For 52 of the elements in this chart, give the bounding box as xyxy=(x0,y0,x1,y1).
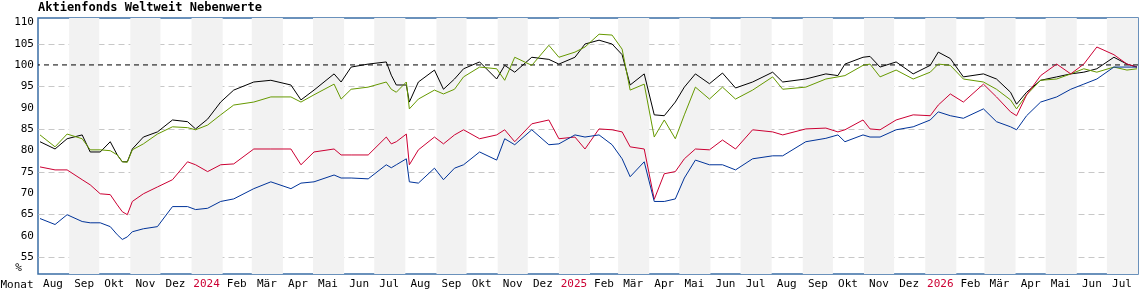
x-tick-label: Dez xyxy=(899,277,920,290)
x-tick-label: Aug xyxy=(410,277,431,290)
x-tick-label: Nov xyxy=(869,277,890,290)
x-tick-label: Jul xyxy=(379,277,400,290)
x-tick-label: Mär xyxy=(623,277,644,290)
y-axis-title: % xyxy=(15,260,23,274)
x-tick-label: Apr xyxy=(288,277,309,290)
x-tick-label: Mär xyxy=(256,277,278,290)
x-tick-label: Mär xyxy=(989,277,1010,290)
x-tick-label: Aug xyxy=(43,277,63,290)
x-tick-label: Sep xyxy=(441,277,462,290)
x-tick-label: Jun xyxy=(349,277,370,290)
x-tick-label: Apr xyxy=(1020,277,1041,290)
x-tick-label: Dez xyxy=(165,277,186,290)
x-tick-label: Apr xyxy=(654,277,675,290)
x-tick-label: Aug xyxy=(776,277,797,290)
y-tick-label: 65 xyxy=(20,207,34,221)
y-tick-label: 95 xyxy=(20,79,34,93)
y-tick-label: 70 xyxy=(20,185,34,199)
x-tick-label: Okt xyxy=(838,277,858,290)
x-tick-label: Nov xyxy=(135,277,156,290)
y-tick-label: 105 xyxy=(14,36,34,50)
x-tick-label: 2026 xyxy=(927,277,954,290)
x-tick-label: Mai xyxy=(318,277,338,290)
x-tick-label: Feb xyxy=(960,277,981,290)
x-tick-label: Mai xyxy=(684,277,705,290)
y-tick-label: 75 xyxy=(20,164,34,178)
x-tick-label: 2024 xyxy=(193,277,221,290)
y-tick-label: 110 xyxy=(14,15,34,29)
y-tick-label: 60 xyxy=(20,228,34,242)
x-tick-label: Okt xyxy=(471,277,492,290)
x-tick-label: Feb xyxy=(226,277,247,290)
x-tick-label: Mai xyxy=(1050,277,1071,290)
x-tick-label: Sep xyxy=(807,277,828,290)
x-tick-label: 2025 xyxy=(560,277,588,290)
x-tick-label: Jul xyxy=(1112,277,1132,290)
y-tick-label: 90 xyxy=(20,100,34,114)
x-tick-label: Feb xyxy=(594,277,614,290)
chart-title: Aktienfonds Weltweit Nebenwerte xyxy=(38,0,262,15)
x-tick-label: Jun xyxy=(715,277,736,290)
y-tick-label: 85 xyxy=(20,121,34,135)
line-series xyxy=(39,66,1138,240)
x-axis-title: Monat xyxy=(0,277,34,291)
x-tick-label: Jun xyxy=(1081,277,1102,290)
x-tick-label: Dez xyxy=(532,277,553,290)
x-tick-label: Okt xyxy=(104,277,125,290)
y-tick-label: 55 xyxy=(20,249,34,263)
x-tick-label: Nov xyxy=(502,277,524,290)
y-tick-label: 80 xyxy=(20,143,34,157)
x-tick-label: Sep xyxy=(74,277,95,290)
x-tick-label: Jul xyxy=(745,277,766,290)
y-tick-label: 100 xyxy=(14,57,34,71)
